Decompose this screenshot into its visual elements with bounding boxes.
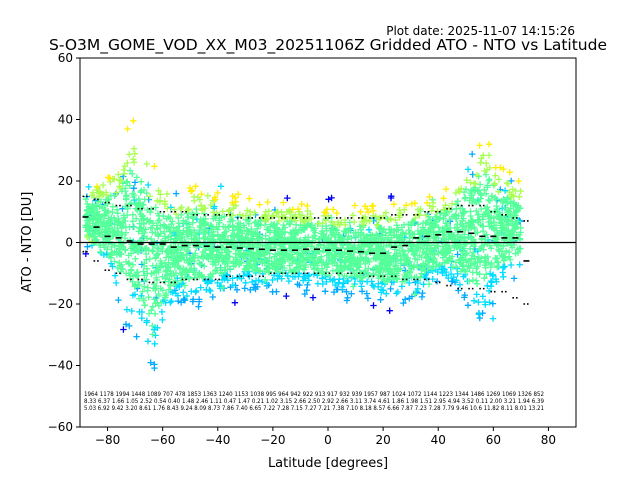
x-tick-label: 80 xyxy=(541,433,556,447)
x-tick-label: 40 xyxy=(431,433,446,447)
y-tick-label: 20 xyxy=(58,174,73,188)
x-axis-ticks: −80 −60 −40 −20 0 20 40 60 80 xyxy=(95,427,556,447)
y-axis-ticks: −60 −40 −20 0 20 40 60 xyxy=(48,51,80,434)
mean-lines xyxy=(82,216,530,262)
y-tick-label: 0 xyxy=(65,236,73,250)
scatter-series xyxy=(82,167,524,338)
annotation-table: 1964 1178 1994 1448 1089 707 478 1853 13… xyxy=(84,391,544,412)
plot-date: Plot date: 2025-11-07 14:15:26 xyxy=(386,24,575,38)
annotation-row-mean: 8.33 6.37 1.66 1.05 2.52 0.54 0.40 1.48 … xyxy=(84,398,544,405)
scatter-series xyxy=(84,145,524,245)
annotation-row-std: 5.03 6.92 9.42 3.20 8.61 1.76 8.43 9.24 … xyxy=(84,405,544,412)
x-tick-label: −20 xyxy=(260,433,285,447)
y-tick-label: −40 xyxy=(48,359,73,373)
annotation-row-count: 1964 1178 1994 1448 1089 707 478 1853 13… xyxy=(84,391,544,398)
y-tick-label: 60 xyxy=(58,51,73,65)
x-tick-label: −60 xyxy=(150,433,175,447)
x-tick-label: −40 xyxy=(205,433,230,447)
chart-title: S-O3M_GOME_VOD_XX_M03_20251106Z Gridded … xyxy=(49,36,607,55)
x-axis-label: Latitude [degrees] xyxy=(268,456,388,471)
x-tick-label: 60 xyxy=(486,433,501,447)
scatter-points xyxy=(82,117,524,372)
scatter-series xyxy=(82,193,395,333)
y-tick-label: −60 xyxy=(48,420,73,434)
x-tick-label: 20 xyxy=(375,433,390,447)
scatter-series xyxy=(93,117,522,217)
y-tick-label: 40 xyxy=(58,113,73,127)
std-lines xyxy=(82,195,530,305)
x-tick-label: 0 xyxy=(324,433,332,447)
y-axis-label: ATO - NTO [DU] xyxy=(20,192,35,293)
x-tick-label: −80 xyxy=(95,433,120,447)
y-tick-label: −20 xyxy=(48,297,73,311)
